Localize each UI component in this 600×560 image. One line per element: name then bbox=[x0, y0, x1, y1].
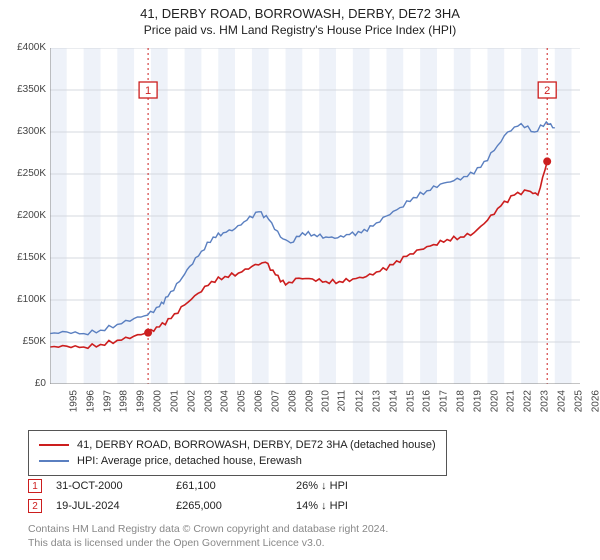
y-tick-label: £50K bbox=[2, 336, 46, 347]
x-tick-label: 2001 bbox=[169, 390, 180, 412]
x-tick-label: 2008 bbox=[287, 390, 298, 412]
x-tick-label: 2018 bbox=[455, 390, 466, 412]
legend-label: HPI: Average price, detached house, Erew… bbox=[77, 455, 302, 467]
x-tick-label: 2026 bbox=[590, 390, 600, 412]
legend-row: HPI: Average price, detached house, Erew… bbox=[39, 453, 436, 469]
chart-title-address: 41, DERBY ROAD, BORROWASH, DERBY, DE72 3… bbox=[0, 6, 600, 21]
legend-row: 41, DERBY ROAD, BORROWASH, DERBY, DE72 3… bbox=[39, 437, 436, 453]
y-tick-label: £200K bbox=[2, 210, 46, 221]
svg-text:2: 2 bbox=[544, 85, 550, 97]
credits-line-2: This data is licensed under the Open Gov… bbox=[28, 536, 388, 550]
marker-id-box: 1 bbox=[28, 479, 42, 493]
x-tick-label: 2023 bbox=[539, 390, 550, 412]
marker-row: 1 31-OCT-2000£61,10026% ↓ HPI bbox=[28, 476, 406, 496]
x-tick-label: 1996 bbox=[85, 390, 96, 412]
marker-id-box: 2 bbox=[28, 499, 42, 513]
svg-text:1: 1 bbox=[145, 85, 151, 97]
x-tick-label: 1998 bbox=[119, 390, 130, 412]
x-tick-label: 2004 bbox=[220, 390, 231, 412]
chart-plot-area: 12 bbox=[50, 48, 580, 384]
legend-swatch bbox=[39, 460, 69, 462]
y-tick-label: £250K bbox=[2, 168, 46, 179]
x-tick-label: 2009 bbox=[304, 390, 315, 412]
x-tick-label: 2003 bbox=[203, 390, 214, 412]
x-tick-label: 1995 bbox=[68, 390, 79, 412]
credits-line-1: Contains HM Land Registry data © Crown c… bbox=[28, 522, 388, 536]
x-tick-label: 2016 bbox=[422, 390, 433, 412]
x-tick-label: 2010 bbox=[321, 390, 332, 412]
x-tick-label: 2013 bbox=[371, 390, 382, 412]
x-tick-label: 1997 bbox=[102, 390, 113, 412]
x-tick-label: 2012 bbox=[354, 390, 365, 412]
y-tick-label: £0 bbox=[2, 378, 46, 389]
marker-row: 2 19-JUL-2024£265,00014% ↓ HPI bbox=[28, 496, 406, 516]
x-tick-label: 2014 bbox=[388, 390, 399, 412]
y-tick-label: £400K bbox=[2, 42, 46, 53]
marker-price: £265,000 bbox=[176, 500, 296, 512]
x-tick-label: 2024 bbox=[556, 390, 567, 412]
x-tick-label: 2005 bbox=[237, 390, 248, 412]
y-tick-label: £150K bbox=[2, 252, 46, 263]
chart-title-subtitle: Price paid vs. HM Land Registry's House … bbox=[0, 23, 600, 37]
marker-delta: 26% ↓ HPI bbox=[296, 480, 406, 492]
x-tick-label: 2021 bbox=[506, 390, 517, 412]
x-tick-label: 2020 bbox=[489, 390, 500, 412]
legend-swatch bbox=[39, 444, 69, 446]
credits-text: Contains HM Land Registry data © Crown c… bbox=[28, 522, 388, 550]
x-tick-label: 2007 bbox=[270, 390, 281, 412]
x-tick-label: 2015 bbox=[405, 390, 416, 412]
marker-price: £61,100 bbox=[176, 480, 296, 492]
x-tick-label: 2006 bbox=[253, 390, 264, 412]
x-tick-label: 2025 bbox=[573, 390, 584, 412]
marker-data-rows: 1 31-OCT-2000£61,10026% ↓ HPI 2 19-JUL-2024… bbox=[28, 476, 406, 516]
legend-label: 41, DERBY ROAD, BORROWASH, DERBY, DE72 3… bbox=[77, 439, 436, 451]
x-tick-label: 1999 bbox=[136, 390, 147, 412]
marker-date: 19-JUL-2024 bbox=[56, 500, 176, 512]
x-tick-label: 2019 bbox=[472, 390, 483, 412]
y-tick-label: £100K bbox=[2, 294, 46, 305]
x-tick-label: 2011 bbox=[337, 390, 348, 412]
line-chart-svg: 12 bbox=[50, 48, 580, 384]
y-tick-label: £300K bbox=[2, 126, 46, 137]
x-tick-label: 2022 bbox=[523, 390, 534, 412]
marker-date: 31-OCT-2000 bbox=[56, 480, 176, 492]
x-tick-label: 2002 bbox=[186, 390, 197, 412]
x-tick-label: 2000 bbox=[152, 390, 163, 412]
legend-box: 41, DERBY ROAD, BORROWASH, DERBY, DE72 3… bbox=[28, 430, 447, 476]
y-tick-label: £350K bbox=[2, 84, 46, 95]
marker-delta: 14% ↓ HPI bbox=[296, 500, 406, 512]
x-tick-label: 2017 bbox=[438, 390, 449, 412]
